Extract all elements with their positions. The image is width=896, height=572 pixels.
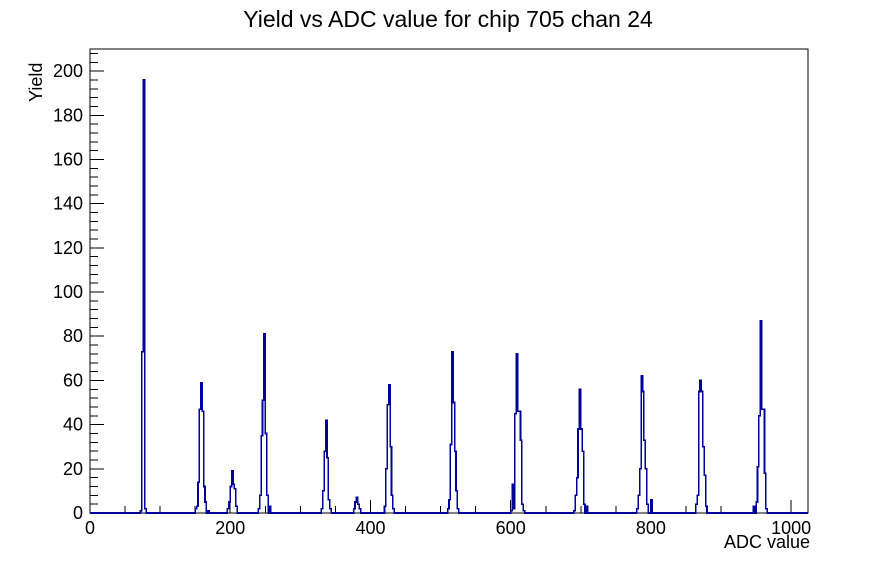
plot-frame <box>89 48 809 514</box>
y-tick-label: 0 <box>73 503 83 523</box>
y-tick-label: 180 <box>53 105 83 125</box>
x-tick-label: 600 <box>496 518 526 538</box>
x-tick-label: 0 <box>85 518 95 538</box>
x-tick-label: 1000 <box>771 518 811 538</box>
y-tick-label: 60 <box>63 370 83 390</box>
y-tick-label: 80 <box>63 326 83 346</box>
x-tick-label: 200 <box>215 518 245 538</box>
x-axis: 0 200 400 600 800 1000 <box>85 500 811 538</box>
y-tick-label: 120 <box>53 238 83 258</box>
x-tick-label: 400 <box>355 518 385 538</box>
y-tick-label: 140 <box>53 194 83 214</box>
y-tick-label: 20 <box>63 459 83 479</box>
y-tick-label: 200 <box>53 61 83 81</box>
y-tick-label: 100 <box>53 282 83 302</box>
x-axis-title: ADC value <box>723 532 810 552</box>
chart-title: Yield vs ADC value for chip 705 chan 24 <box>243 6 653 32</box>
y-tick-label: 40 <box>63 415 83 435</box>
y-axis: 0 20 40 60 80 100 120 140 160 180 200 <box>53 52 104 523</box>
x-tick-label: 800 <box>636 518 666 538</box>
y-tick-label: 160 <box>53 149 83 169</box>
histogram-line <box>90 79 808 514</box>
